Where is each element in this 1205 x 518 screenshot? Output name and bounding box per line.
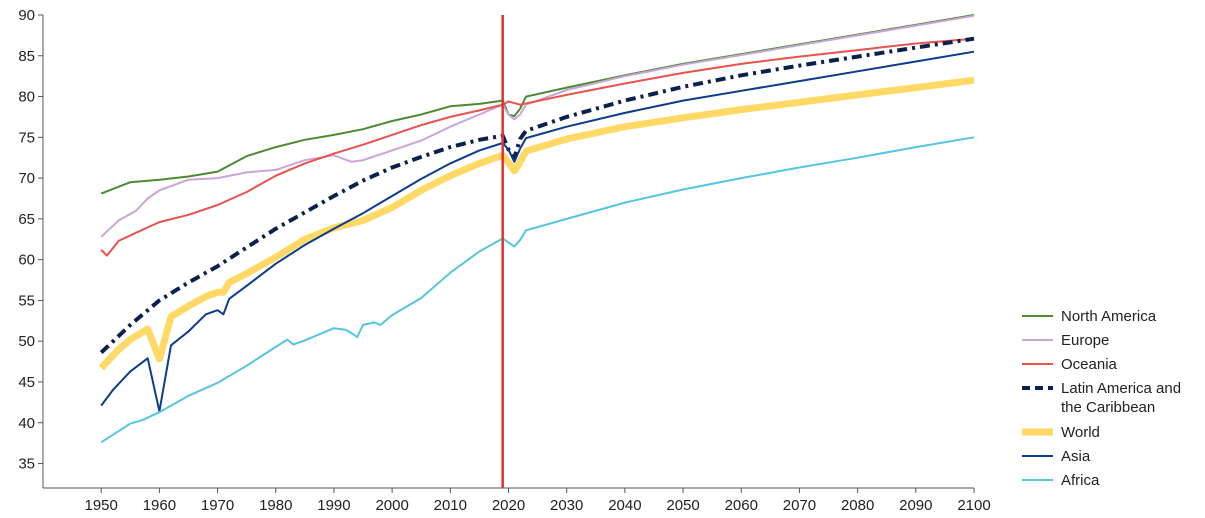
x-tick-label: 2080 — [841, 497, 874, 514]
y-tick-label: 40 — [18, 415, 35, 432]
series-line-africa — [100, 136, 975, 444]
legend: North America Europe Oceania Latin America … — [1022, 308, 1181, 489]
series-line-latin-america-and-the-caribbean — [99, 36, 975, 355]
legend-label: Oceania — [1061, 356, 1118, 373]
y-tick-label: 60 — [18, 252, 35, 269]
x-tick-label: 1980 — [259, 497, 292, 514]
x-tick-label: 2050 — [666, 497, 699, 514]
x-tick-label: 1970 — [201, 497, 234, 514]
legend-label: Latin America and — [1061, 380, 1181, 397]
x-tick-label: 2070 — [783, 497, 816, 514]
y-tick-label: 75 — [18, 129, 35, 146]
y-tick-label: 35 — [18, 456, 35, 473]
y-tick-label: 45 — [18, 374, 35, 391]
legend-label: World — [1061, 424, 1100, 441]
y-tick-label: 65 — [18, 211, 35, 228]
x-tick-label: 2100 — [957, 497, 990, 514]
x-tick-label: 2040 — [608, 497, 641, 514]
y-tick-label: 55 — [18, 292, 35, 309]
x-tick-label: 1960 — [143, 497, 176, 514]
x-tick-label: 2030 — [550, 497, 583, 514]
series-lines — [98, 14, 975, 444]
series-line-world — [98, 76, 975, 371]
legend-label: Africa — [1061, 472, 1100, 489]
x-tick-label: 2010 — [434, 497, 467, 514]
x-tick-label: 2020 — [492, 497, 525, 514]
y-tick-label: 90 — [18, 7, 35, 24]
series-line-europe — [100, 14, 975, 238]
legend-label: North America — [1061, 308, 1157, 325]
legend-label: Asia — [1061, 448, 1091, 465]
series-line-north-america — [100, 14, 975, 195]
x-tick-label: 2000 — [375, 497, 408, 514]
series-line-oceania — [100, 37, 975, 257]
x-tick-label: 1990 — [317, 497, 350, 514]
y-tick-label: 50 — [18, 333, 35, 350]
legend-label: Europe — [1061, 332, 1109, 349]
x-tick-label: 2060 — [725, 497, 758, 514]
x-tick-label: 1950 — [85, 497, 118, 514]
series-line-asia — [100, 50, 975, 413]
y-tick-label: 85 — [18, 48, 35, 65]
legend-label: the Caribbean — [1061, 399, 1155, 416]
y-tick-label: 70 — [18, 170, 35, 187]
y-tick-label: 80 — [18, 89, 35, 106]
x-tick-label: 2090 — [899, 497, 932, 514]
axes: 35 40 45 50 55 60 65 70 75 80 85 90 1950 1960 1970 1980… — [18, 7, 990, 514]
